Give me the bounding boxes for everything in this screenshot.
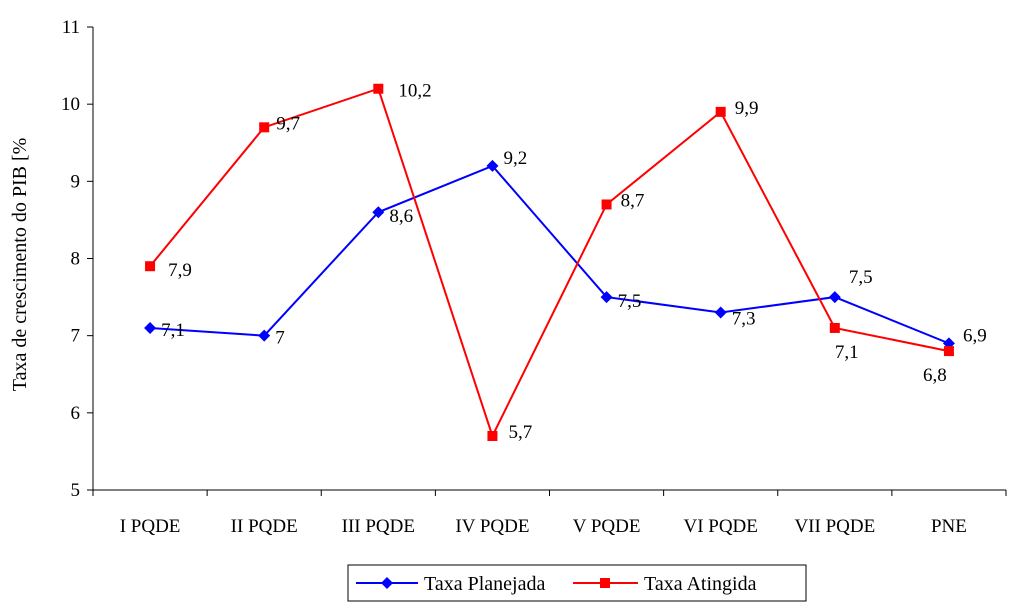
data-label: 7 [275,328,285,349]
legend-swatch-diamond [381,577,393,589]
data-label: 10,2 [398,81,431,102]
data-label: 9,2 [503,148,527,169]
data-point-square [259,122,270,133]
data-label: 8,6 [389,206,413,227]
data-label: 6,8 [923,365,947,386]
x-tick-label: II PQDE [231,516,298,537]
data-label: 7,1 [835,342,859,363]
data-point-square [601,199,612,210]
legend-label: Taxa Planejada [424,573,545,595]
data-point-diamond [372,206,385,219]
series-line-taxa-atingida [149,87,950,439]
data-point-diamond [258,329,271,342]
data-label: 7,5 [618,291,642,312]
x-tick-label: VII PQDE [794,516,875,537]
data-label: 7,5 [849,267,873,288]
y-tick-label: 5 [71,480,81,501]
legend-label: Taxa Atingida [644,573,757,595]
data-point-square [943,346,954,357]
data-point-square [145,261,156,272]
y-tick-label: 7 [71,326,81,347]
data-point-diamond [714,306,727,319]
data-label: 7,1 [161,320,185,341]
data-label: 7,9 [168,260,192,281]
data-label: 9,9 [735,98,759,119]
data-point-square [829,322,840,333]
y-tick-label: 9 [71,171,81,192]
x-tick-label: PNE [931,516,967,537]
data-label: 8,7 [621,190,645,211]
series-line-taxa-planejada [149,164,950,345]
data-point-diamond [144,321,157,334]
y-axis-title: Taxa de crescimento do PIB [% [9,138,31,392]
y-tick-label: 8 [71,249,81,270]
y-tick-label: 10 [61,94,80,115]
legend-swatch-square [600,578,610,588]
data-point-square [373,83,384,94]
data-point-diamond [828,291,841,304]
data-label: 6,9 [963,325,987,346]
data-label: 7,3 [732,309,756,330]
x-tick-label: V PQDE [573,516,641,537]
y-tick-label: 11 [62,17,80,38]
y-tick-label: 6 [71,403,81,424]
data-point-diamond [600,291,613,304]
x-tick-label: IV PQDE [455,516,529,537]
data-label: 5,7 [508,422,532,443]
data-label: 9,7 [276,113,300,134]
data-point-square [487,430,498,441]
data-point-diamond [486,159,499,172]
data-point-square [715,106,726,117]
x-tick-label: VI PQDE [683,516,757,537]
x-tick-label: I PQDE [120,516,181,537]
x-tick-label: III PQDE [342,516,415,537]
